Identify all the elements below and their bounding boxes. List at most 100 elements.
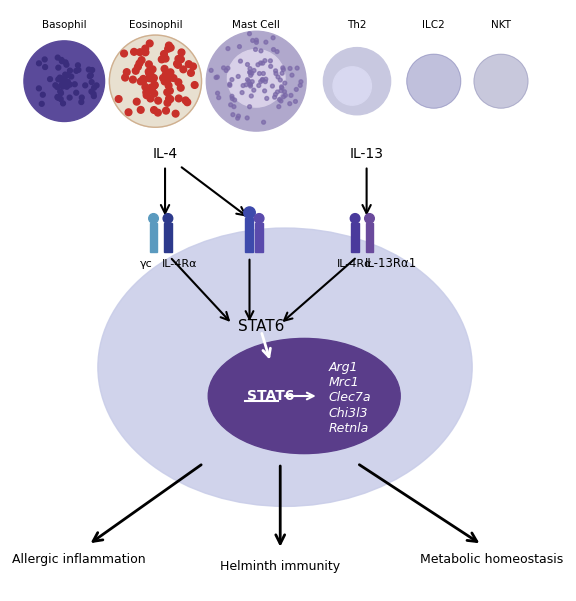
Bar xyxy=(351,223,359,252)
Text: Chi3l3: Chi3l3 xyxy=(328,407,368,419)
Circle shape xyxy=(299,80,303,84)
Circle shape xyxy=(260,78,264,81)
Circle shape xyxy=(83,83,88,88)
Circle shape xyxy=(142,49,149,56)
Circle shape xyxy=(248,70,252,74)
Circle shape xyxy=(138,56,145,64)
Circle shape xyxy=(248,32,251,35)
Circle shape xyxy=(248,82,252,87)
Circle shape xyxy=(162,108,169,114)
Circle shape xyxy=(42,57,47,62)
Circle shape xyxy=(259,61,263,65)
Circle shape xyxy=(146,40,153,47)
Circle shape xyxy=(180,66,187,73)
Text: γc: γc xyxy=(139,258,152,269)
Circle shape xyxy=(65,84,69,89)
Circle shape xyxy=(150,75,157,81)
Circle shape xyxy=(55,94,60,99)
Circle shape xyxy=(283,81,287,85)
Circle shape xyxy=(146,70,153,77)
Circle shape xyxy=(215,75,219,79)
Circle shape xyxy=(279,99,283,103)
Text: IL-13Rα1: IL-13Rα1 xyxy=(365,257,416,270)
Circle shape xyxy=(59,82,64,87)
Circle shape xyxy=(60,101,66,106)
Circle shape xyxy=(257,72,262,76)
Circle shape xyxy=(166,72,173,79)
Circle shape xyxy=(230,78,234,82)
Text: Allergic inflammation: Allergic inflammation xyxy=(12,553,146,566)
Circle shape xyxy=(90,68,94,73)
Circle shape xyxy=(147,95,154,102)
Circle shape xyxy=(165,82,172,89)
Circle shape xyxy=(56,77,60,82)
Circle shape xyxy=(115,96,122,102)
Circle shape xyxy=(165,75,171,82)
Circle shape xyxy=(158,56,165,63)
Circle shape xyxy=(178,49,185,56)
Circle shape xyxy=(230,97,234,100)
Circle shape xyxy=(164,89,170,96)
Circle shape xyxy=(125,109,132,115)
Circle shape xyxy=(280,72,284,75)
Circle shape xyxy=(149,66,156,73)
Circle shape xyxy=(43,65,47,70)
Circle shape xyxy=(160,75,166,81)
Text: IL-4Rα: IL-4Rα xyxy=(162,258,197,269)
Circle shape xyxy=(252,88,256,92)
Circle shape xyxy=(271,36,275,40)
Circle shape xyxy=(228,49,285,107)
Circle shape xyxy=(206,31,306,131)
Circle shape xyxy=(272,95,276,99)
Circle shape xyxy=(79,95,84,100)
Circle shape xyxy=(164,100,171,106)
Circle shape xyxy=(149,213,158,223)
Circle shape xyxy=(255,213,264,223)
Circle shape xyxy=(66,73,70,78)
Circle shape xyxy=(135,64,141,70)
Circle shape xyxy=(282,95,286,99)
Circle shape xyxy=(271,84,274,88)
Circle shape xyxy=(55,85,60,90)
Circle shape xyxy=(148,84,155,91)
Circle shape xyxy=(89,89,94,94)
Circle shape xyxy=(76,67,81,72)
Circle shape xyxy=(261,61,264,65)
Circle shape xyxy=(24,41,105,121)
Circle shape xyxy=(275,90,279,94)
Circle shape xyxy=(166,96,172,102)
Circle shape xyxy=(62,76,67,81)
Circle shape xyxy=(59,91,63,96)
Circle shape xyxy=(241,84,245,88)
Circle shape xyxy=(63,72,67,77)
Circle shape xyxy=(64,63,69,67)
Circle shape xyxy=(162,71,169,78)
Circle shape xyxy=(252,69,256,72)
Circle shape xyxy=(283,93,287,97)
Circle shape xyxy=(232,105,236,109)
Circle shape xyxy=(167,44,174,51)
Text: Mrc1: Mrc1 xyxy=(328,376,359,389)
Circle shape xyxy=(65,83,70,88)
Circle shape xyxy=(88,73,93,78)
Circle shape xyxy=(109,35,202,127)
Circle shape xyxy=(244,207,255,218)
Circle shape xyxy=(75,63,80,68)
Circle shape xyxy=(295,66,299,70)
Circle shape xyxy=(53,83,58,88)
Circle shape xyxy=(137,49,143,55)
Circle shape xyxy=(238,59,242,63)
Circle shape xyxy=(167,96,173,103)
Circle shape xyxy=(323,47,391,115)
Circle shape xyxy=(151,82,158,89)
Circle shape xyxy=(259,49,263,53)
Circle shape xyxy=(231,113,235,117)
Circle shape xyxy=(250,72,254,75)
Circle shape xyxy=(236,116,240,120)
Circle shape xyxy=(294,100,297,103)
Circle shape xyxy=(175,61,181,69)
Ellipse shape xyxy=(98,228,472,507)
Circle shape xyxy=(172,111,179,117)
Circle shape xyxy=(274,72,278,76)
Circle shape xyxy=(92,94,96,99)
